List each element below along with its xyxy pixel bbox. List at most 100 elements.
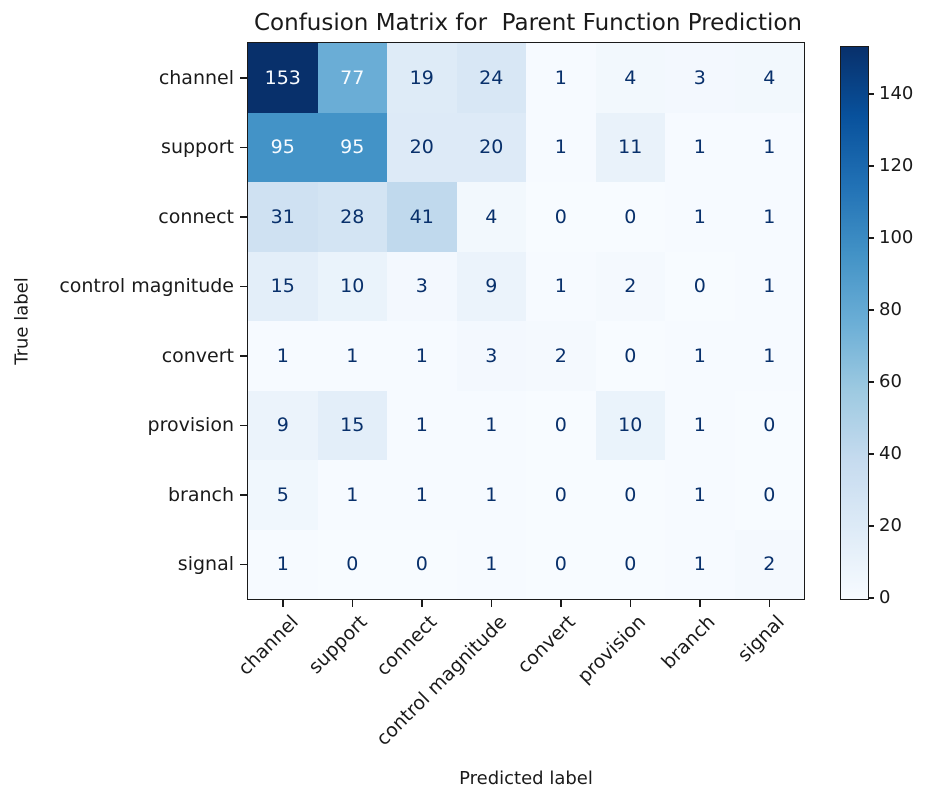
cell-value: 95	[270, 136, 295, 159]
cell-value: 1	[276, 344, 289, 367]
matrix-cell: 2	[526, 321, 596, 391]
cell-value: 1	[485, 414, 498, 437]
cell-value: 11	[618, 136, 643, 159]
cell-value: 1	[554, 275, 567, 298]
matrix-cell: 1	[456, 390, 526, 460]
matrix-cell: 1	[665, 460, 735, 530]
cell-value: 20	[479, 136, 504, 159]
cell-value: 95	[340, 136, 365, 159]
matrix-cell: 77	[317, 43, 387, 113]
cell-value: 1	[693, 414, 706, 437]
tick-mark	[240, 146, 247, 148]
cell-value: 0	[554, 553, 567, 576]
cell-value: 1	[693, 205, 706, 228]
matrix-cell: 95	[248, 112, 318, 182]
matrix-cell: 0	[526, 529, 596, 599]
colorbar-tick-label: 20	[879, 514, 902, 536]
tick-mark	[868, 165, 874, 167]
cell-value: 3	[485, 344, 498, 367]
matrix-cell: 1	[456, 529, 526, 599]
tick-mark	[868, 381, 874, 383]
tick-mark	[868, 453, 874, 455]
colorbar	[840, 46, 869, 600]
x-tick-label: connect	[372, 611, 442, 681]
y-tick-label: connect	[158, 205, 234, 228]
matrix-cell: 153	[248, 43, 318, 113]
cell-value: 10	[340, 275, 365, 298]
cell-value: 0	[346, 553, 359, 576]
matrix-cell: 10	[595, 390, 665, 460]
tick-mark	[560, 600, 562, 607]
cell-value: 1	[485, 553, 498, 576]
colorbar-tick-label: 120	[879, 154, 914, 176]
cell-value: 153	[264, 66, 301, 89]
colorbar-tick-label: 140	[879, 82, 914, 104]
cell-value: 19	[409, 66, 434, 89]
cell-value: 2	[624, 275, 637, 298]
cell-value: 28	[340, 205, 365, 228]
matrix-cell: 10	[317, 251, 387, 321]
tick-mark	[240, 216, 247, 218]
cell-value: 1	[693, 483, 706, 506]
tick-mark	[490, 600, 492, 607]
matrix-cell: 1	[734, 112, 804, 182]
tick-mark	[868, 93, 874, 95]
tick-mark	[240, 285, 247, 287]
matrix-cell: 4	[734, 43, 804, 113]
cell-value: 1	[763, 344, 776, 367]
cell-value: 1	[763, 275, 776, 298]
tick-mark	[699, 600, 701, 607]
cell-value: 0	[763, 483, 776, 506]
matrix-cell: 19	[387, 43, 457, 113]
cell-value: 24	[479, 66, 504, 89]
cell-value: 5	[276, 483, 289, 506]
tick-mark	[240, 77, 247, 79]
matrix-cell: 1	[665, 112, 735, 182]
matrix-cell: 15	[317, 390, 387, 460]
matrix-cell: 1	[665, 182, 735, 252]
cell-value: 0	[693, 275, 706, 298]
matrix-cell: 0	[387, 529, 457, 599]
matrix-cell: 2	[734, 529, 804, 599]
cell-value: 1	[693, 553, 706, 576]
cell-value: 2	[554, 344, 567, 367]
x-tick-label: support	[304, 611, 372, 679]
matrix-cell: 1	[526, 43, 596, 113]
cell-value: 4	[485, 205, 498, 228]
cell-value: 20	[409, 136, 434, 159]
cell-value: 3	[693, 66, 706, 89]
matrix-cell: 1	[734, 251, 804, 321]
y-tick-label: signal	[177, 553, 234, 576]
cell-value: 0	[554, 205, 567, 228]
matrix-cell: 0	[595, 529, 665, 599]
cell-value: 9	[276, 414, 289, 437]
tick-mark	[240, 494, 247, 496]
cell-value: 41	[409, 205, 434, 228]
matrix-cell: 4	[595, 43, 665, 113]
cell-value: 1	[554, 66, 567, 89]
matrix-cell: 20	[387, 112, 457, 182]
matrix-cell: 0	[595, 321, 665, 391]
matrix-cell: 1	[734, 182, 804, 252]
cell-value: 0	[624, 344, 637, 367]
matrix-cell: 0	[526, 390, 596, 460]
matrix-cell: 0	[595, 182, 665, 252]
cell-value: 1	[415, 414, 428, 437]
cell-value: 0	[624, 205, 637, 228]
matrix-cell: 3	[456, 321, 526, 391]
colorbar-tick-label: 100	[879, 226, 914, 248]
matrix-cell: 41	[387, 182, 457, 252]
matrix-cell: 20	[456, 112, 526, 182]
cell-value: 0	[624, 483, 637, 506]
x-tick-label: branch	[657, 611, 720, 674]
x-tick-label: convert	[513, 611, 581, 678]
matrix-cell: 5	[248, 460, 318, 530]
tick-mark	[421, 600, 423, 607]
tick-mark	[868, 309, 874, 311]
matrix-cell: 9	[456, 251, 526, 321]
tick-mark	[240, 563, 247, 565]
matrix-cell: 15	[248, 251, 318, 321]
matrix-cell: 1	[317, 460, 387, 530]
x-axis-title: Predicted label	[459, 768, 593, 789]
